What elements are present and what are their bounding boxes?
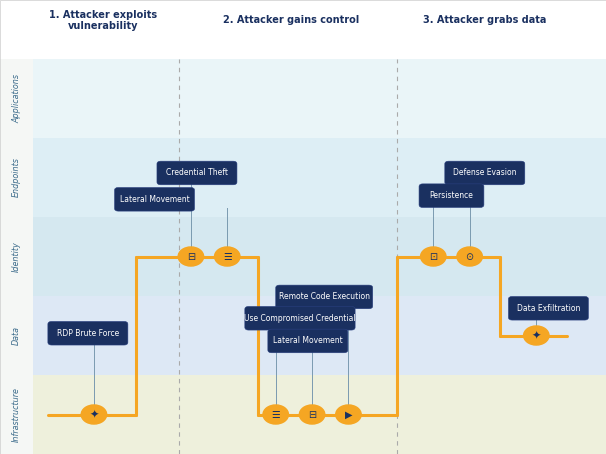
FancyBboxPatch shape	[419, 184, 484, 207]
Circle shape	[524, 326, 549, 345]
Bar	[0, 59, 33, 454]
Text: Data Exfiltration: Data Exfiltration	[517, 304, 580, 313]
Bar	[33, 59, 606, 138]
Circle shape	[81, 405, 107, 424]
Text: 1. Attacker exploits
vulnerability: 1. Attacker exploits vulnerability	[49, 10, 157, 31]
Circle shape	[178, 247, 204, 266]
Circle shape	[421, 247, 446, 266]
Bar	[33, 138, 606, 217]
Text: Credential Theft: Credential Theft	[166, 168, 228, 178]
Text: 2. Attacker gains control: 2. Attacker gains control	[223, 15, 359, 25]
Text: Lateral Movement: Lateral Movement	[273, 336, 343, 345]
Text: 3. Attacker grabs data: 3. Attacker grabs data	[423, 15, 547, 25]
Text: ⊡: ⊡	[429, 252, 438, 262]
Text: Persistence: Persistence	[430, 191, 473, 200]
FancyBboxPatch shape	[508, 296, 588, 320]
Circle shape	[336, 405, 361, 424]
FancyBboxPatch shape	[445, 161, 525, 185]
FancyBboxPatch shape	[157, 161, 237, 185]
Text: Defense Evasion: Defense Evasion	[453, 168, 516, 178]
Text: ☰: ☰	[271, 410, 280, 419]
Text: RDP Brute Force: RDP Brute Force	[57, 329, 119, 338]
Text: ⊟: ⊟	[308, 410, 316, 419]
Circle shape	[299, 405, 325, 424]
Text: Lateral Movement: Lateral Movement	[119, 195, 190, 204]
Text: ⊟: ⊟	[187, 252, 195, 262]
FancyBboxPatch shape	[268, 329, 348, 353]
FancyBboxPatch shape	[245, 306, 355, 330]
FancyBboxPatch shape	[115, 188, 195, 211]
Text: Use Compromised Credential: Use Compromised Credential	[244, 314, 356, 323]
Text: ☰: ☰	[223, 252, 231, 262]
FancyBboxPatch shape	[48, 321, 128, 345]
Circle shape	[215, 247, 240, 266]
Bar	[33, 296, 606, 375]
Text: ✦: ✦	[89, 410, 99, 419]
FancyBboxPatch shape	[276, 285, 373, 309]
Text: Data: Data	[12, 326, 21, 345]
Text: Infrastructure: Infrastructure	[12, 387, 21, 442]
Circle shape	[457, 247, 482, 266]
Text: Remote Code Execution: Remote Code Execution	[279, 292, 370, 301]
Circle shape	[263, 405, 288, 424]
Bar	[0, 0, 606, 59]
Text: Identity: Identity	[12, 241, 21, 272]
Text: Endpoints: Endpoints	[12, 158, 21, 197]
Text: ▶: ▶	[345, 410, 352, 419]
Text: ⊙: ⊙	[465, 252, 474, 262]
Bar	[33, 217, 606, 296]
Bar	[33, 375, 606, 454]
Text: ✦: ✦	[531, 331, 541, 340]
Text: Applications: Applications	[12, 74, 21, 123]
